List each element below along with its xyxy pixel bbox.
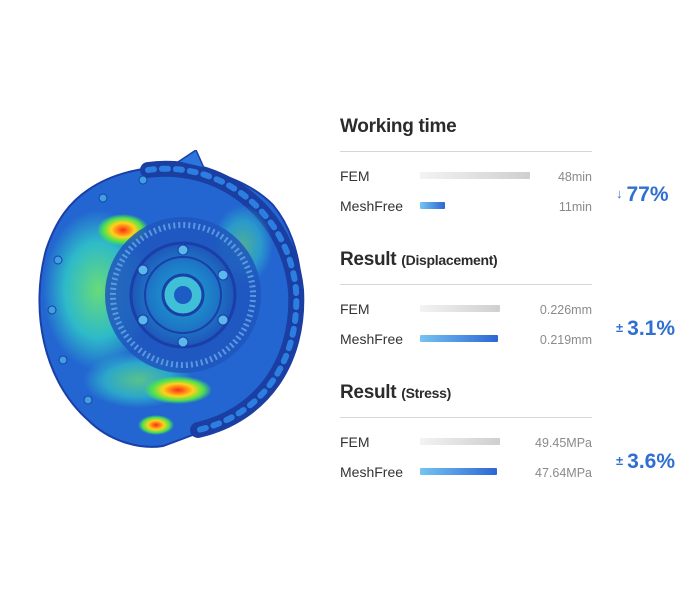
value-label: 11min [558, 200, 592, 214]
plus-minus-icon: ± [616, 453, 624, 468]
section-title-text: Working time [340, 116, 457, 137]
improvement-value: 3.1% [627, 317, 676, 340]
improvement-value: 3.6% [627, 450, 676, 473]
value-label: 49.45MPa [535, 436, 592, 450]
arrow-down-icon: ↓ [616, 186, 623, 201]
bar-fem [420, 438, 500, 445]
divider [340, 151, 592, 152]
bar-meshfree [420, 335, 498, 342]
bar-row-fem: FEM 48min [340, 168, 592, 198]
improvement-badge: ↓ 77% [616, 181, 669, 208]
series-label: FEM [340, 301, 370, 317]
section-working-time: Working time FEM 48min MeshFree 11min ↓ 7… [340, 114, 700, 247]
value-label: 47.64MPa [535, 466, 592, 480]
bar-row-meshfree: MeshFree 47.64MPa [340, 464, 592, 494]
bar-meshfree [420, 202, 446, 209]
divider [340, 417, 592, 418]
value-label: 0.219mm [539, 333, 592, 347]
section-title: Result (Stress) [340, 380, 700, 406]
section-subtitle: (Stress) [401, 385, 451, 401]
improvement-value: 77% [626, 183, 669, 206]
section-title: Result (Displacement) [340, 247, 700, 273]
bar-meshfree [420, 468, 498, 475]
comparison-panel: Working time FEM 48min MeshFree 11min ↓ 7… [340, 114, 700, 513]
bar-row-meshfree: MeshFree 0.219mm [340, 331, 592, 361]
section-title-text: Result [340, 382, 397, 403]
value-label: 48min [557, 170, 592, 184]
series-label: FEM [340, 434, 370, 450]
plus-minus-icon: ± [616, 320, 624, 335]
series-label: FEM [340, 168, 370, 184]
bar-fem [420, 172, 530, 179]
bar-fem [420, 305, 500, 312]
series-label: MeshFree [340, 464, 404, 480]
simulation-model-image [38, 150, 305, 448]
series-label: MeshFree [340, 331, 404, 347]
divider [340, 284, 592, 285]
section-displacement: Result (Displacement) FEM 0.226mm MeshFr… [340, 247, 700, 380]
series-label: MeshFree [340, 198, 404, 214]
section-subtitle: (Displacement) [401, 252, 498, 268]
bar-row-meshfree: MeshFree 11min [340, 198, 592, 228]
improvement-badge: ±3.6% [616, 448, 675, 475]
section-title-text: Result [340, 249, 397, 270]
section-stress: Result (Stress) FEM 49.45MPa MeshFree 47… [340, 380, 700, 513]
value-label: 0.226mm [539, 303, 592, 317]
improvement-badge: ±3.1% [616, 315, 675, 342]
bar-row-fem: FEM 0.226mm [340, 301, 592, 331]
section-title: Working time [340, 114, 700, 140]
bar-row-fem: FEM 49.45MPa [340, 434, 592, 464]
